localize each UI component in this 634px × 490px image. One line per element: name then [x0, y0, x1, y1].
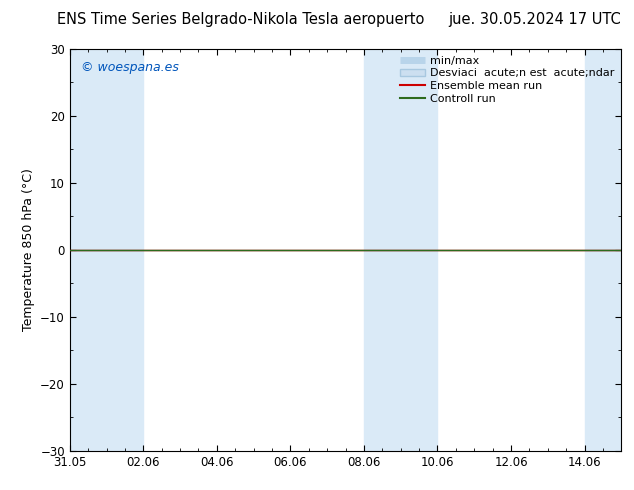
Text: ENS Time Series Belgrado-Nikola Tesla aeropuerto: ENS Time Series Belgrado-Nikola Tesla ae…	[57, 12, 425, 27]
Bar	[70, 49, 143, 451]
Text: © woespana.es: © woespana.es	[81, 61, 179, 74]
Y-axis label: Temperature 850 hPa (°C): Temperature 850 hPa (°C)	[22, 169, 35, 331]
Bar	[585, 49, 621, 451]
Bar	[364, 49, 437, 451]
Text: jue. 30.05.2024 17 UTC: jue. 30.05.2024 17 UTC	[449, 12, 621, 27]
Legend: min/max, Desviaci  acute;n est  acute;ndar, Ensemble mean run, Controll run: min/max, Desviaci acute;n est acute;ndar…	[396, 51, 619, 108]
